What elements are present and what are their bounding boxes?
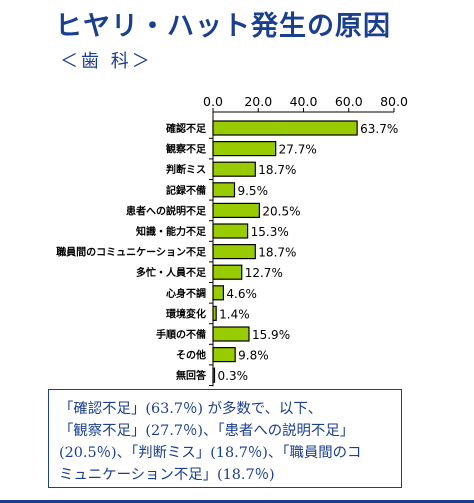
x-tick-label: 80.0 — [380, 94, 408, 109]
page-subtitle: ＜歯 科＞ — [60, 51, 153, 72]
category-label: 確認不足 — [166, 122, 207, 135]
data-label: 9.5% — [237, 184, 268, 198]
x-tick-label: 40.0 — [290, 94, 318, 109]
bottom-divider — [0, 500, 474, 503]
bar — [212, 223, 249, 239]
category-label: 知識・能力不足 — [135, 225, 207, 238]
bar — [212, 244, 256, 260]
summary-note-box: 「確認不足」(63.7％) が多数で、以下、 「観察不足」(27.7％)、「患者… — [48, 389, 402, 488]
data-label: 15.9% — [252, 328, 290, 342]
data-label: 9.8% — [238, 349, 268, 363]
category-label: その他 — [176, 349, 206, 362]
bar — [212, 264, 243, 280]
category-label: 判断ミス — [166, 163, 206, 176]
category-label: 環境変化 — [166, 307, 206, 320]
page-title: ヒヤリ・ハット発生の原因 — [55, 11, 391, 42]
bar — [212, 305, 217, 321]
x-tick-label: 0.0 — [203, 94, 223, 109]
data-label: 27.7% — [279, 143, 317, 157]
category-label: 心身不調 — [166, 287, 206, 300]
summary-note-line: (20.5％)、「判断ミス」(18.7％)、「職員間のコ — [59, 445, 362, 461]
bar — [212, 120, 358, 136]
category-label: 手順の不備 — [156, 328, 206, 341]
bar — [212, 182, 236, 198]
data-label: 63.7% — [360, 122, 398, 136]
data-label: 12.7% — [245, 266, 283, 280]
data-label: 18.7% — [258, 163, 296, 177]
summary-note-line: ミュニケーション不足」(18.7％) — [59, 467, 275, 483]
category-label: 多忙・人員不足 — [136, 266, 207, 279]
data-label: 0.3% — [218, 369, 249, 383]
bar — [212, 326, 250, 342]
data-label: 15.3% — [251, 225, 289, 239]
category-label: 職員間のコミュニケーション不足 — [56, 246, 207, 259]
x-tick-label: 60.0 — [335, 94, 363, 109]
bar — [212, 285, 225, 301]
bar — [212, 202, 260, 218]
category-label: 観察不足 — [166, 143, 207, 156]
bar-chart: 0.0 20.0 40.0 60.0 80.0 確認不足 63.7% 観察不足 27.7% 判断ミ… — [56, 94, 408, 387]
data-label: 18.7% — [258, 246, 296, 260]
summary-note-line: 「観察不足」(27.7％)、「患者への説明不足」 — [59, 423, 355, 439]
bar — [212, 347, 236, 363]
summary-note-line: 「確認不足」(63.7％) が多数で、以下、 — [59, 401, 323, 417]
category-label: 記録不備 — [166, 184, 206, 197]
data-label: 20.5% — [262, 204, 300, 218]
data-label: 4.6% — [226, 287, 257, 301]
data-label: 1.4% — [219, 307, 250, 321]
bar — [212, 141, 277, 157]
category-label: 患者への説明不足 — [126, 204, 207, 217]
category-label: 無回答 — [176, 369, 207, 382]
bar — [212, 367, 216, 383]
x-tick-label: 20.0 — [244, 94, 272, 109]
bar — [212, 161, 256, 177]
